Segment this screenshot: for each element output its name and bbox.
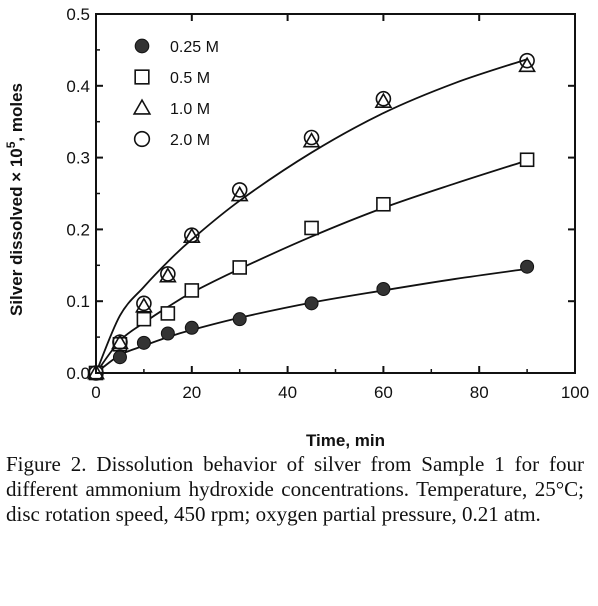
data-point [232, 260, 247, 275]
x-tick-label: 20 [182, 383, 201, 402]
legend-label: 0.5 M [170, 70, 210, 87]
data-point [302, 131, 321, 148]
x-tick-label: 0 [91, 383, 100, 402]
y-tick-label: 0.1 [66, 292, 90, 311]
y-tick-label: 0.2 [66, 220, 90, 239]
data-point [230, 185, 249, 202]
y-tick-label: 0.0 [66, 364, 90, 383]
y-axis-title-exponent: 5 [4, 141, 18, 148]
legend-marker [134, 69, 150, 85]
x-axis-title: Time, min [306, 431, 385, 450]
legend-marker [134, 38, 150, 54]
fit-curve [95, 58, 528, 374]
data-point [231, 182, 248, 198]
data-point [112, 334, 128, 350]
legend-label: 2.0 M [170, 132, 210, 149]
data-point [136, 311, 152, 327]
data-point [112, 350, 127, 365]
data-point [184, 227, 200, 243]
data-point [518, 56, 536, 73]
data-point [520, 259, 535, 274]
data-point [184, 283, 200, 298]
y-tick-label: 0.5 [66, 5, 90, 24]
data-point [375, 90, 392, 107]
legend-label: 1.0 M [170, 101, 210, 118]
data-point [160, 266, 176, 282]
data-point [304, 220, 319, 236]
axis-ticks: 0 20 40 60 80 100 0.0 0.1 0.2 0.3 0.4 0.5 [66, 5, 589, 402]
data-point [135, 297, 153, 313]
data-point [232, 312, 247, 327]
x-tick-label: 100 [561, 383, 589, 402]
x-tick-label: 40 [278, 383, 297, 402]
data-point [160, 306, 176, 321]
data-point [136, 295, 152, 312]
data-point [184, 320, 199, 335]
legend-marker [132, 98, 152, 115]
fit-curves [95, 58, 528, 374]
fit-curve [95, 267, 528, 374]
data-point [136, 335, 151, 350]
data-markers [87, 52, 536, 381]
y-tick-label: 0.4 [66, 77, 90, 96]
data-point [519, 52, 535, 69]
data-point [160, 326, 175, 341]
figure-caption: Figure 2. Dissolution behavior of silver… [6, 452, 584, 526]
chart: 0 20 40 60 80 100 0.0 0.1 0.2 0.3 0.4 0.5 0.25 M 0.5… [4, 5, 589, 450]
y-axis-title: Silver dissolved × 105, moles [4, 83, 26, 316]
y-tick-label: 0.3 [66, 149, 90, 168]
data-point [374, 92, 393, 109]
y-axis-title-unit: , moles [7, 83, 26, 142]
x-tick-label: 60 [374, 383, 393, 402]
data-point [303, 129, 320, 146]
legend-label: 0.25 M [170, 39, 219, 56]
y-axis-title-main: Silver dissolved × 10 [7, 148, 26, 316]
data-point [304, 296, 319, 311]
data-point [376, 281, 391, 296]
data-point [519, 152, 535, 168]
data-point [376, 196, 391, 212]
x-tick-label: 80 [470, 383, 489, 402]
legend: 0.25 M 0.5 M 1.0 M 2.0 M [132, 38, 219, 149]
fit-curve [95, 159, 528, 374]
legend-marker [133, 130, 151, 148]
